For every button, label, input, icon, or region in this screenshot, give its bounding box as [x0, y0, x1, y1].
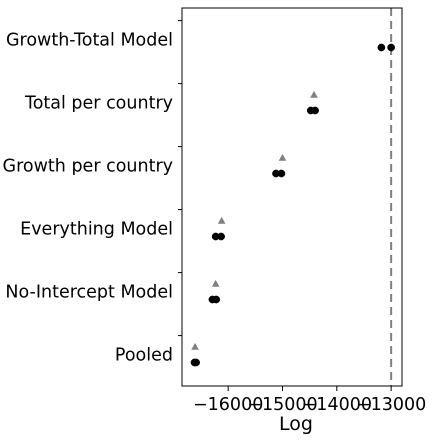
category-label: Growth-Total Model	[6, 31, 173, 51]
circle-point	[387, 43, 395, 52]
triangle-point	[310, 90, 318, 98]
triangle-point	[217, 216, 226, 224]
x-ticks: −16000−15000−14000−13000	[193, 386, 426, 415]
circle-point	[212, 295, 221, 304]
x-axis-label: Log	[279, 413, 313, 435]
circle-point	[377, 43, 386, 52]
data-points	[190, 43, 395, 367]
circle-point	[217, 232, 225, 241]
category-label: Total per country	[24, 94, 173, 114]
category-label: Growth per country	[3, 157, 173, 177]
x-tick-label: −16000	[193, 395, 263, 415]
triangle-point	[278, 153, 287, 161]
circle-point	[277, 169, 286, 178]
x-tick-label: −15000	[247, 395, 317, 415]
circle-point	[311, 106, 319, 115]
category-label: Everything Model	[20, 220, 173, 240]
triangle-point	[211, 279, 220, 287]
category-label: No-Intercept Model	[5, 283, 173, 303]
category-label: Pooled	[115, 346, 173, 366]
y-tick-marks	[178, 20, 182, 337]
circle-point	[192, 358, 200, 367]
x-tick-label: −14000	[302, 395, 372, 415]
triangle-point	[191, 342, 199, 350]
category-labels: Growth-Total Model Total per country Growt…	[3, 31, 173, 366]
x-tick-label: −13000	[356, 395, 426, 415]
plot-area	[181, 7, 403, 387]
